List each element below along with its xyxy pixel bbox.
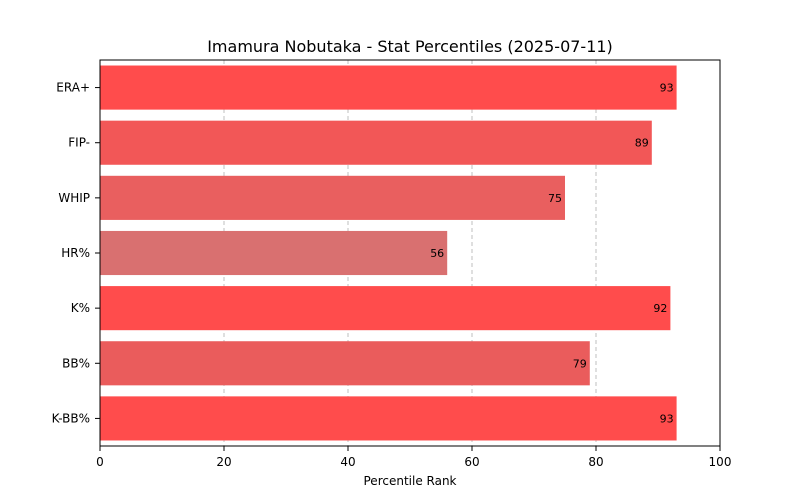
x-tick-label: 80	[588, 455, 603, 469]
bar	[100, 341, 590, 386]
x-tick-label: 40	[340, 455, 355, 469]
bar	[100, 230, 448, 276]
x-axis-label: Percentile Rank	[364, 474, 457, 488]
x-tick-label: 20	[216, 455, 231, 469]
bars: 93 89 75 56 92 79 93	[100, 65, 677, 441]
bar-value-label: 89	[635, 137, 649, 150]
bar-value-label: 93	[660, 82, 674, 95]
x-tick-label: 0	[96, 455, 104, 469]
y-tick-label: HR%	[61, 246, 90, 260]
y-tick-label: K-BB%	[52, 411, 90, 425]
chart-title: Imamura Nobutaka - Stat Percentiles (202…	[207, 37, 613, 56]
bar-value-label: 93	[660, 412, 674, 425]
y-tick-label: FIP-	[68, 136, 90, 150]
x-axis: 0 20 40 60 80 100	[96, 446, 731, 469]
y-tick-label: ERA+	[56, 81, 90, 95]
bar	[100, 175, 565, 220]
bar-value-label: 56	[430, 247, 444, 260]
y-tick-label: WHIP	[58, 191, 90, 205]
bar-value-label: 92	[653, 302, 667, 315]
bar-value-label: 79	[573, 357, 587, 370]
x-tick-label: 100	[709, 455, 732, 469]
x-tick-label: 60	[464, 455, 479, 469]
bar	[100, 120, 652, 165]
bar	[100, 286, 671, 331]
bar	[100, 396, 677, 441]
bar	[100, 65, 677, 110]
y-tick-label: BB%	[62, 356, 90, 370]
bar-value-label: 75	[548, 192, 562, 205]
y-axis: ERA+ FIP- WHIP HR% K% BB% K-BB%	[52, 81, 100, 425]
y-tick-label: K%	[71, 301, 90, 315]
